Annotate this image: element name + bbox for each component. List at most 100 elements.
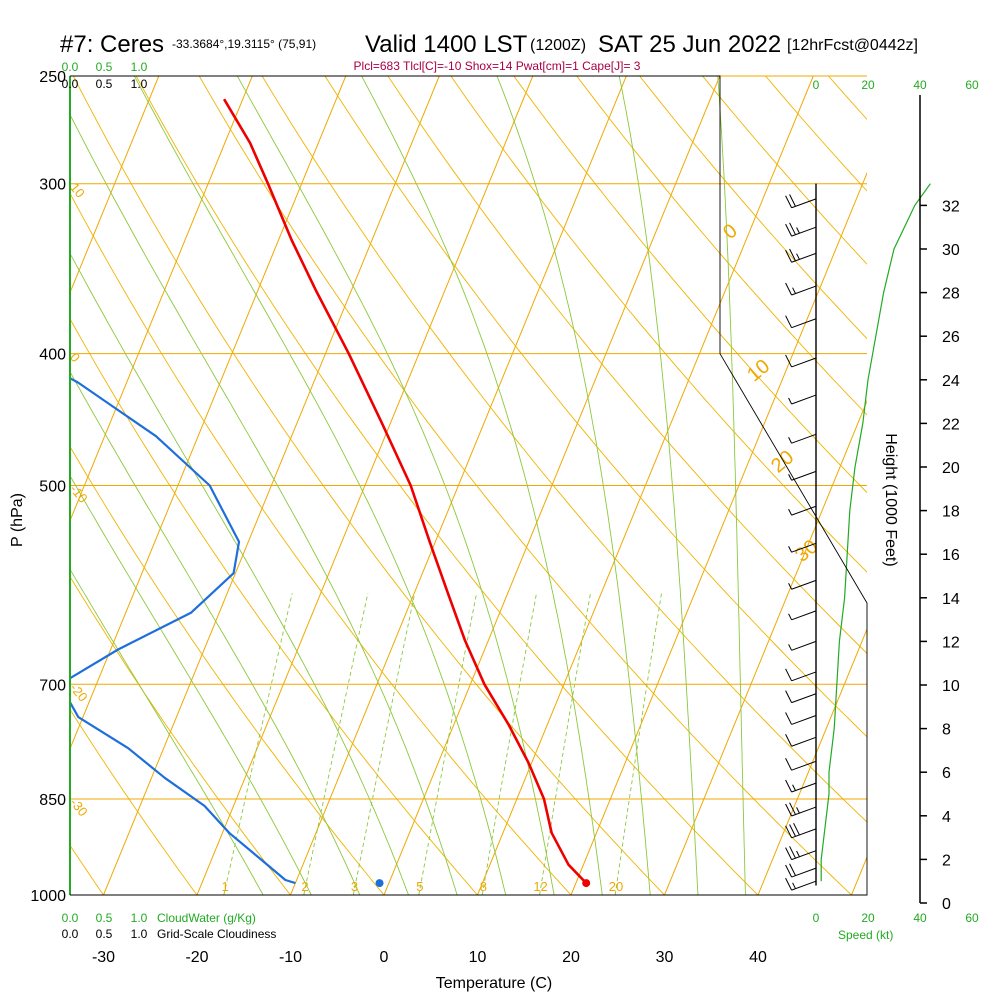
mixing-ratio-label: 20	[609, 879, 623, 894]
station-title: #7: Ceres	[60, 31, 164, 58]
wind-barb-half-flag	[792, 882, 797, 890]
dry-adiabat-line	[387, 76, 867, 655]
wind-barb-flag	[789, 248, 797, 262]
wind-barb-shaft	[791, 470, 817, 481]
speed-tick-bottom: 60	[965, 911, 979, 925]
wind-barb-flag	[789, 824, 797, 837]
temperature-tick-label: 40	[749, 949, 767, 966]
cloudiness-tick-bottom: 0.5	[96, 927, 113, 941]
temperature-tick-label: 10	[469, 949, 487, 966]
wind-barb-shaft	[791, 318, 817, 329]
cloudwater-legend: CloudWater (g/Kg)	[157, 911, 256, 925]
wind-barb-shaft	[791, 760, 817, 771]
wind-barb	[785, 877, 817, 891]
y-axis-title: P (hPa)	[9, 493, 26, 547]
wind-barb-half-flag	[796, 253, 801, 260]
mixing-ratio-line	[614, 593, 662, 895]
speed-tick-bottom: 0	[813, 911, 820, 925]
isobars	[70, 75, 867, 896]
pressure-tick-label: 250	[39, 69, 66, 86]
height-tick-label: 18	[942, 504, 960, 521]
wind-barb-flag	[785, 282, 793, 296]
wind-barb	[785, 712, 817, 725]
dry-adiabat-line	[198, 76, 853, 895]
wind-barb	[785, 802, 817, 817]
wind-barb-shaft	[791, 610, 817, 621]
cloudwater-tick-top: 0.5	[96, 60, 113, 74]
dry-adiabat-line	[70, 192, 572, 895]
cloudiness-tick-bottom: 1.0	[131, 927, 148, 941]
cloudwater-tick-bottom: 0.5	[96, 911, 113, 925]
dry-adiabat-line	[701, 76, 867, 265]
wind-barb	[788, 470, 817, 481]
wind-barb	[785, 354, 817, 368]
dry-adiabat-line	[994, 52, 1000, 924]
cloudiness-tick-top: 0.0	[62, 77, 79, 91]
wind-barb-flag	[793, 822, 801, 836]
temperature-tick-label: 0	[380, 949, 389, 966]
pressure-tick-label: 500	[39, 479, 66, 496]
dry-adiabat-line	[450, 76, 867, 573]
wind-barb	[788, 610, 817, 621]
wind-barb-shaft	[791, 693, 817, 704]
wind-barb	[785, 194, 817, 209]
height-tick-label: 32	[942, 198, 960, 215]
wind-barb-flag	[789, 863, 797, 876]
height-tick-label: 28	[942, 286, 960, 303]
cloudiness-tick-top: 0.5	[96, 77, 113, 91]
wind-barb-half-flag	[796, 850, 801, 858]
wind-barb-half-flag	[788, 613, 793, 621]
surface-dewpoint-dot	[375, 879, 384, 888]
dry-adiabat-line	[70, 317, 479, 895]
wind-barb	[785, 822, 817, 839]
cloudwater-tick-top: 1.0	[131, 60, 148, 74]
moist-adiabat-line	[70, 252, 409, 895]
height-tick-label: 12	[942, 634, 960, 651]
temperature-profile	[222, 98, 588, 885]
speed-tick-top: 40	[913, 78, 927, 92]
moist-adiabat-line	[361, 76, 603, 895]
cloudiness-tick-top: 1.0	[131, 77, 148, 91]
wind-barb	[788, 579, 817, 590]
wind-barb-half-flag	[788, 508, 793, 516]
dry-adiabat-line	[261, 76, 867, 823]
wind-barb	[785, 734, 817, 747]
height-tick-label: 22	[942, 416, 960, 433]
wind-barb	[785, 668, 817, 682]
dewpoint-profile	[70, 376, 296, 885]
wind-speed-profile	[820, 183, 931, 882]
wind-barb-half-flag	[796, 227, 801, 234]
thermo-grid	[70, 52, 1000, 924]
wind-barb	[788, 433, 817, 444]
wind-barb-flag	[789, 846, 797, 859]
cloudiness-legend: Grid-Scale Cloudiness	[157, 927, 276, 941]
wind-barb-flag	[785, 690, 793, 703]
mixing-ratio-label: 2	[301, 879, 308, 894]
wind-barb-flag	[785, 757, 793, 771]
wind-barb-flag	[785, 315, 793, 328]
wind-barb-flag	[785, 847, 793, 860]
moist-adiabat-line	[70, 370, 361, 895]
wind-barb	[785, 863, 817, 878]
wind-barb-half-flag	[796, 807, 801, 814]
moist-adiabat-line	[134, 76, 507, 895]
height-tick-label: 2	[942, 852, 951, 869]
wind-barb-shaft	[791, 357, 817, 368]
height-tick-label: 8	[942, 722, 951, 739]
wind-barb-flag	[789, 194, 797, 207]
mixing-ratio-line	[539, 593, 591, 895]
wind-barb	[785, 282, 817, 296]
height-tick-label: 20	[942, 460, 960, 477]
wind-barb-flag	[785, 864, 793, 878]
height-tick-label: 16	[942, 547, 960, 564]
moist-adiabat-line	[717, 76, 746, 895]
wind-barb-flag	[789, 222, 797, 236]
wind-barb-shaft	[791, 433, 817, 444]
temperature-tick-label: 30	[656, 949, 674, 966]
temperature-tick-label: 20	[562, 949, 580, 966]
temperature-tick-label: -10	[279, 949, 302, 966]
mixing-ratio-label: 3	[351, 879, 358, 894]
moist-adiabat-line	[70, 474, 312, 895]
wind-barb-flag	[785, 779, 793, 793]
